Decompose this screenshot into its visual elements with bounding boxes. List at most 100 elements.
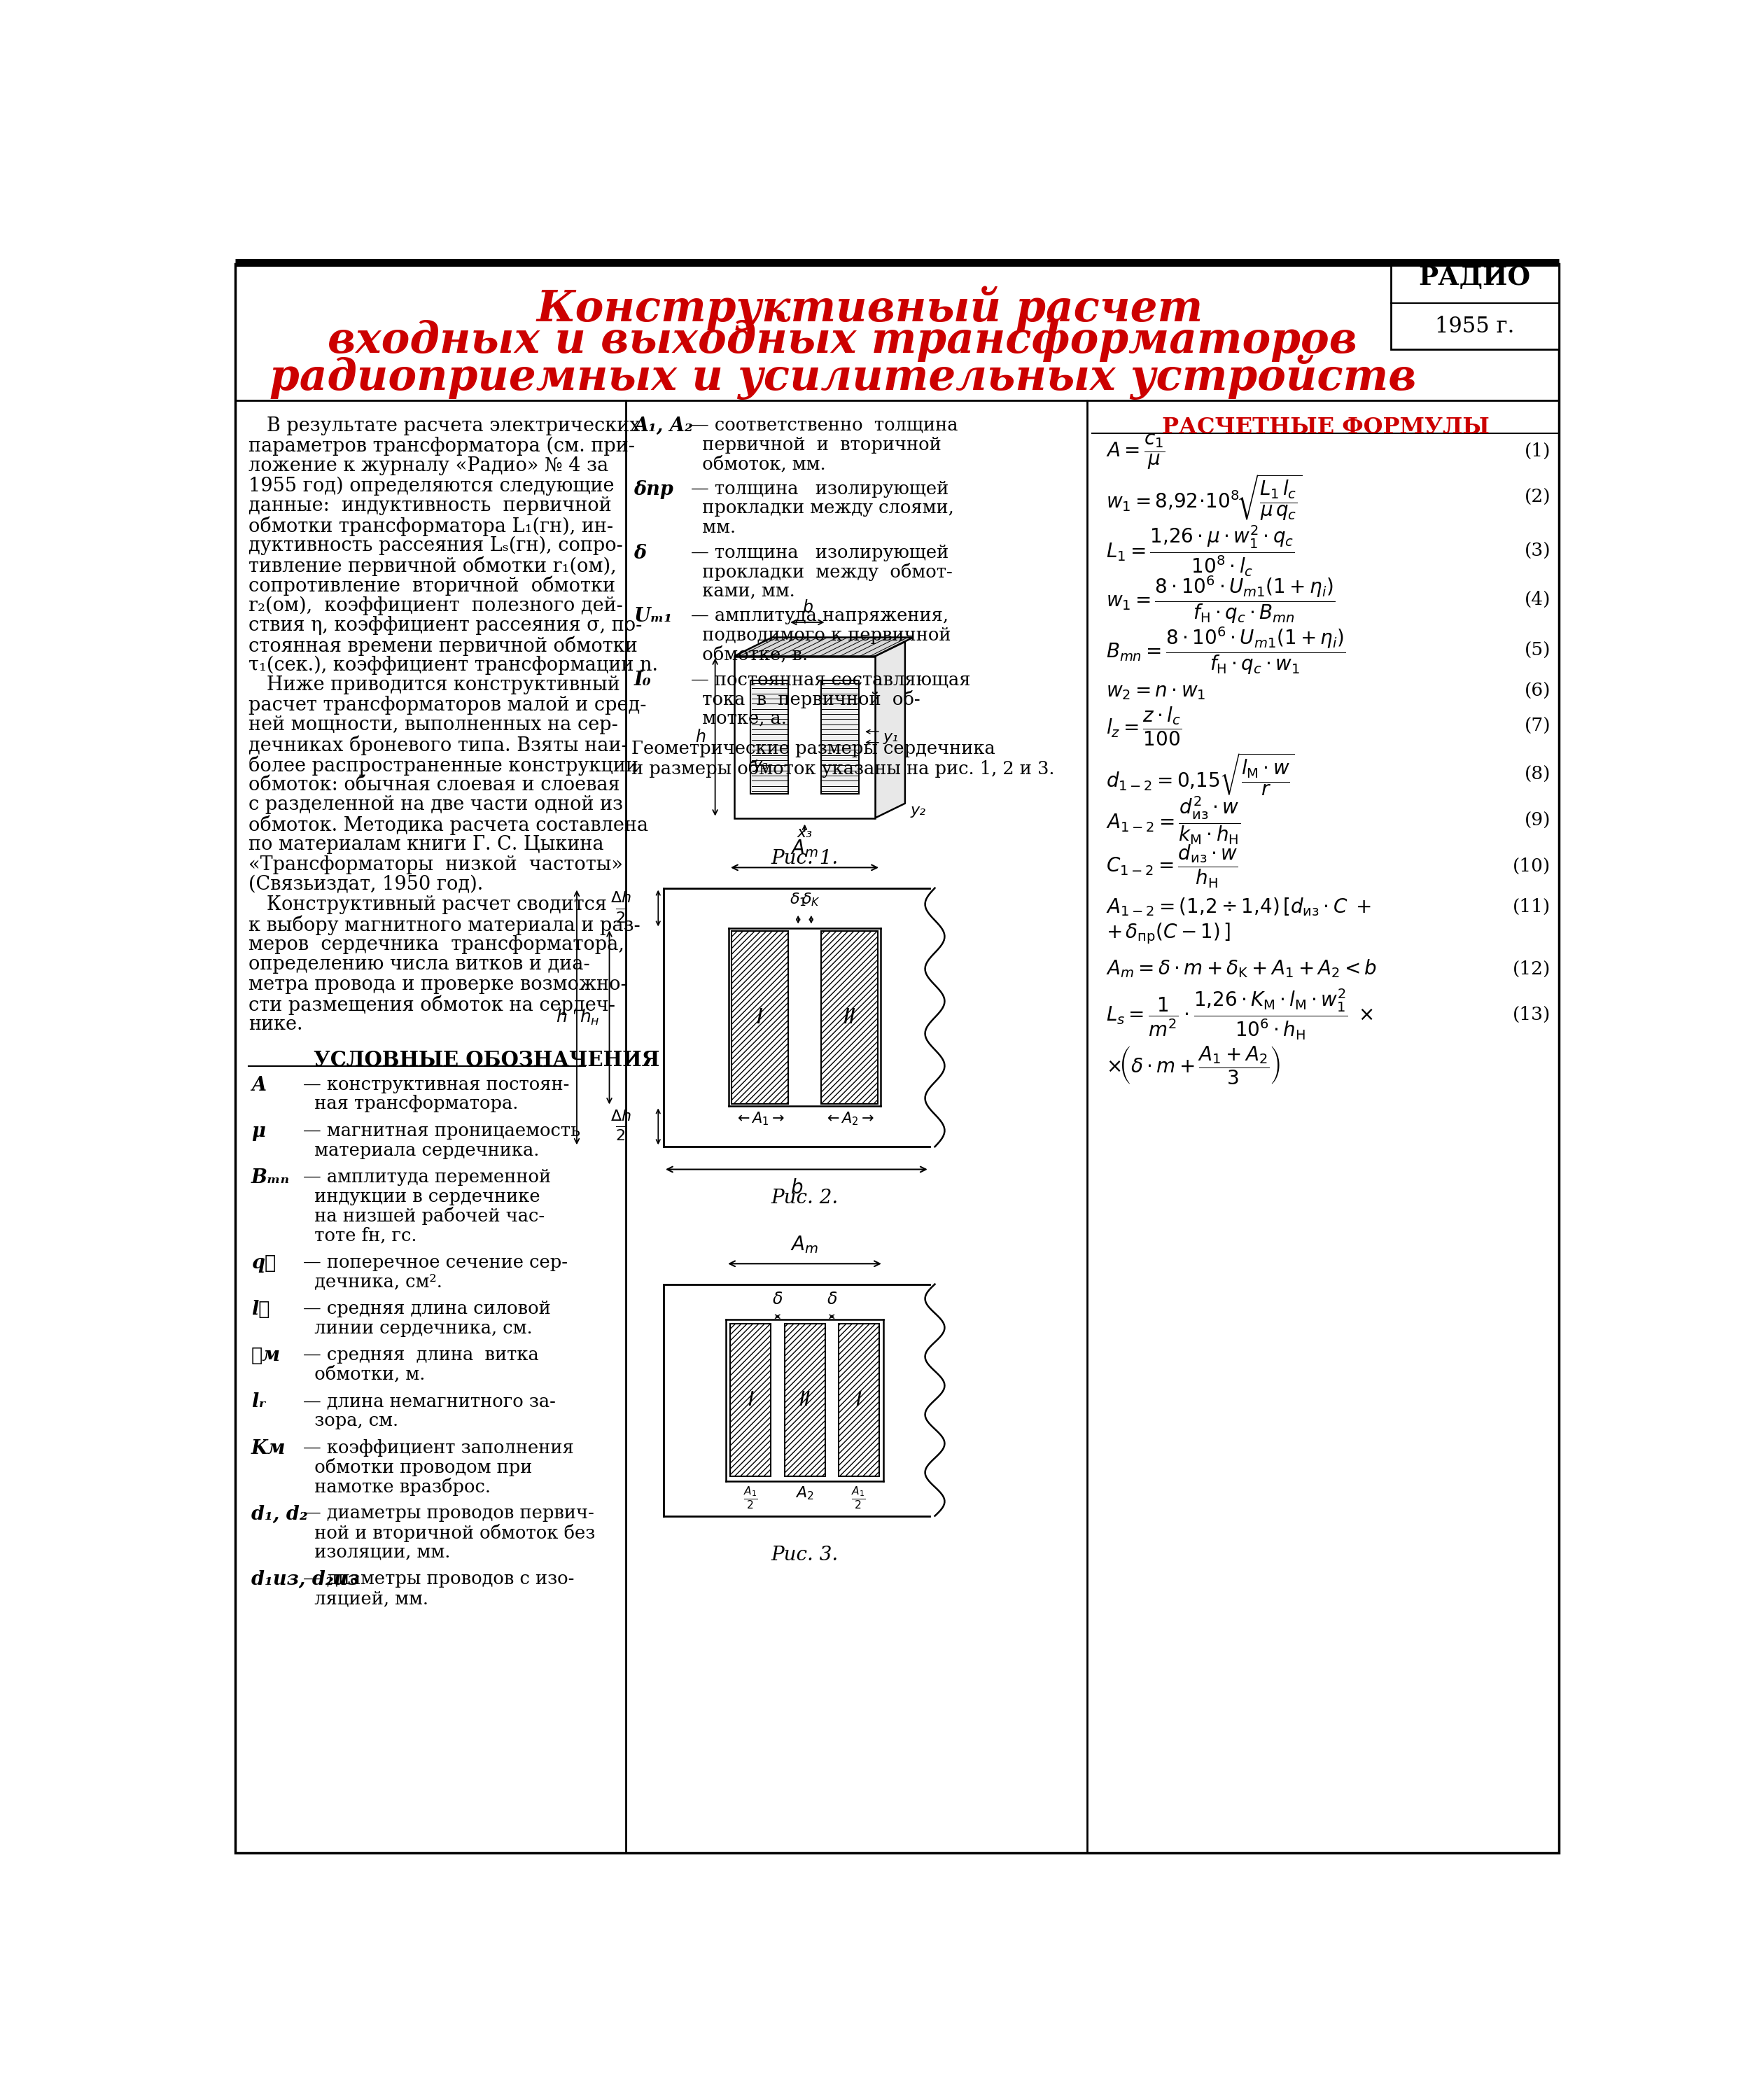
- Text: по материалам книги Г. С. Цыкина: по материалам книги Г. С. Цыкина: [248, 836, 604, 855]
- Bar: [1391, 265, 1559, 349]
- Text: $\leftarrow A_2 \rightarrow$: $\leftarrow A_2 \rightarrow$: [824, 1111, 875, 1128]
- Text: более распространенные конструкции: более распространенные конструкции: [248, 756, 639, 775]
- Text: (13): (13): [1512, 1006, 1550, 1023]
- Text: $\leftarrow A_1 \rightarrow$: $\leftarrow A_1 \rightarrow$: [735, 1111, 786, 1128]
- Text: тока  в  первичной  об-: тока в первичной об-: [691, 691, 920, 708]
- Text: d₁из, d₂из: d₁из, d₂из: [252, 1571, 360, 1590]
- Text: Конструктивный расчет сводится: Конструктивный расчет сводится: [248, 895, 607, 913]
- Text: расчет трансформаторов малой и сред-: расчет трансформаторов малой и сред-: [248, 695, 646, 714]
- Text: $B_{mn} = \dfrac{8\cdot10^6\cdot U_{m1}(1+\eta_i)}{f_{\rm H}\cdot q_c\cdot w_1}$: $B_{mn} = \dfrac{8\cdot10^6\cdot U_{m1}(…: [1106, 626, 1346, 676]
- Text: Kм: Kм: [252, 1438, 285, 1457]
- Text: тоте fн, гс.: тоте fн, гс.: [303, 1226, 416, 1243]
- Text: зора, см.: зора, см.: [303, 1411, 399, 1430]
- Text: y₃: y₃: [752, 758, 768, 773]
- Text: I: I: [856, 1390, 861, 1409]
- Text: $A_{1-2} = (1{,}2\div1{,}4)\,[d_{\rm из}\cdot C\;+$: $A_{1-2} = (1{,}2\div1{,}4)\,[d_{\rm из}…: [1106, 897, 1370, 918]
- Text: Рис. 3.: Рис. 3.: [772, 1546, 838, 1564]
- Bar: [735, 655, 875, 819]
- Text: определению числа витков и диа-: определению числа витков и диа-: [248, 955, 590, 974]
- Text: $\Delta h$
$\overline{2}$: $\Delta h$ $\overline{2}$: [611, 890, 632, 926]
- Text: ℓм: ℓм: [252, 1346, 280, 1365]
- Text: $d_{1-2} = 0{,}15\sqrt{\dfrac{l_{\rm M}\cdot w}{r}}$: $d_{1-2} = 0{,}15\sqrt{\dfrac{l_{\rm M}\…: [1106, 752, 1295, 798]
- Text: II: II: [844, 1008, 856, 1027]
- Text: — магнитная проницаемость: — магнитная проницаемость: [303, 1121, 581, 1140]
- Text: $A_m$: $A_m$: [791, 838, 819, 859]
- Text: ложение к журналу «Радио» № 4 за: ложение к журналу «Радио» № 4 за: [248, 456, 609, 475]
- Text: параметров трансформатора (см. при-: параметров трансформатора (см. при-: [248, 437, 635, 456]
- Text: $A_m$: $A_m$: [791, 1235, 819, 1256]
- Text: (3): (3): [1524, 542, 1550, 561]
- Text: индукции в сердечнике: индукции в сердечнике: [303, 1189, 539, 1205]
- Text: ная трансформатора.: ная трансформатора.: [303, 1094, 518, 1113]
- Text: (7): (7): [1524, 718, 1550, 735]
- Text: РАСЧЕТНЫЕ ФОРМУЛЫ: РАСЧЕТНЫЕ ФОРМУЛЫ: [1162, 416, 1489, 439]
- Text: δ: δ: [634, 544, 646, 563]
- Text: $\delta$: $\delta$: [772, 1292, 782, 1308]
- Text: Bₘₙ: Bₘₙ: [252, 1168, 290, 1186]
- Text: ствия η, коэффициент рассеяния σ, по-: ствия η, коэффициент рассеяния σ, по-: [248, 615, 642, 634]
- Text: $A = \dfrac{c_1}{\mu}$: $A = \dfrac{c_1}{\mu}$: [1106, 433, 1166, 470]
- Text: на низшей рабочей час-: на низшей рабочей час-: [303, 1207, 544, 1224]
- Text: мотке, а.: мотке, а.: [691, 710, 786, 727]
- Text: lⲟ: lⲟ: [252, 1300, 270, 1319]
- Text: обмотки, м.: обмотки, м.: [303, 1365, 425, 1384]
- Text: $A_2$: $A_2$: [794, 1485, 814, 1502]
- Text: $b$: $b$: [789, 1178, 803, 1197]
- Text: — толщина   изолирующей: — толщина изолирующей: [691, 481, 948, 498]
- Text: b: b: [802, 598, 812, 615]
- Text: (8): (8): [1524, 766, 1550, 783]
- Polygon shape: [875, 643, 905, 819]
- Text: ляцией, мм.: ляцией, мм.: [303, 1590, 429, 1606]
- Text: II: II: [800, 1390, 810, 1409]
- Text: $A_{1-2} = \dfrac{d_{\rm из}^2\cdot w}{k_{\rm M}\cdot h_{\rm H}}$: $A_{1-2} = \dfrac{d_{\rm из}^2\cdot w}{k…: [1106, 796, 1241, 846]
- Text: УСЛОВНЫЕ ОБОЗНАЧЕНИЯ: УСЛОВНЫЕ ОБОЗНАЧЕНИЯ: [313, 1050, 660, 1071]
- Text: (12): (12): [1512, 960, 1550, 979]
- Text: обмотки трансформатора L₁(гн), ин-: обмотки трансформатора L₁(гн), ин-: [248, 517, 614, 536]
- Text: — толщина   изолирующей: — толщина изолирующей: [691, 544, 948, 561]
- Text: — амплитуда переменной: — амплитуда переменной: [303, 1168, 551, 1186]
- Text: ной и вторичной обмоток без: ной и вторичной обмоток без: [303, 1525, 595, 1541]
- Text: Ниже приводится конструктивный: Ниже приводится конструктивный: [248, 676, 620, 695]
- Text: $\times\!\left(\delta\cdot m + \dfrac{A_1+A_2}{3}\right)$: $\times\!\left(\delta\cdot m + \dfrac{A_…: [1106, 1046, 1281, 1086]
- Text: 1955 год) определяются следующие: 1955 год) определяются следующие: [248, 477, 614, 496]
- Text: радиоприемных и усилительных устройств: радиоприемных и усилительных устройств: [270, 355, 1416, 399]
- Text: x₃: x₃: [796, 825, 812, 840]
- Text: $\Delta h$
$\overline{2}$: $\Delta h$ $\overline{2}$: [611, 1109, 632, 1144]
- Text: $L_1 = \dfrac{1{,}26\cdot\mu\cdot w_1^2\cdot q_c}{10^8\cdot l_c}$: $L_1 = \dfrac{1{,}26\cdot\mu\cdot w_1^2\…: [1106, 525, 1295, 578]
- Bar: [821, 680, 859, 794]
- Text: «Трансформаторы  низкой  частоты»: «Трансформаторы низкой частоты»: [248, 855, 623, 874]
- Bar: [821, 930, 878, 1105]
- Text: d₁, d₂: d₁, d₂: [252, 1504, 308, 1522]
- Text: (1): (1): [1524, 443, 1550, 460]
- Text: — средняя  длина  витка: — средняя длина витка: [303, 1346, 539, 1363]
- Bar: [784, 1323, 826, 1476]
- Text: $C_{1-2} = \dfrac{d_{\rm из}\cdot w}{h_{\rm H}}$: $C_{1-2} = \dfrac{d_{\rm из}\cdot w}{h_{…: [1106, 844, 1237, 890]
- Text: тивление первичной обмотки r₁(ом),: тивление первичной обмотки r₁(ом),: [248, 556, 616, 575]
- Text: y₂: y₂: [910, 804, 926, 817]
- Text: I: I: [747, 1390, 752, 1409]
- Text: — диаметры проводов первич-: — диаметры проводов первич-: [303, 1504, 593, 1522]
- Text: 1955 г.: 1955 г.: [1435, 315, 1514, 338]
- Text: — поперечное сечение сер-: — поперечное сечение сер-: [303, 1254, 567, 1270]
- Text: $\delta$: $\delta$: [826, 1292, 836, 1308]
- Text: к выбору магнитного материала и раз-: к выбору магнитного материала и раз-: [248, 916, 640, 934]
- Text: входных и выходных трансформаторов: входных и выходных трансформаторов: [327, 319, 1358, 361]
- Text: прокладки  между  обмот-: прокладки между обмот-: [691, 563, 952, 582]
- Text: намотке вразброс.: намотке вразброс.: [303, 1478, 490, 1495]
- Text: τ₁(сек.), коэффициент трансформации n.: τ₁(сек.), коэффициент трансформации n.: [248, 655, 658, 674]
- Text: обмотке, в.: обмотке, в.: [691, 647, 808, 664]
- Text: h: h: [695, 729, 705, 746]
- Text: — средняя длина силовой: — средняя длина силовой: [303, 1300, 551, 1317]
- Text: ками, мм.: ками, мм.: [691, 582, 794, 601]
- Text: (4): (4): [1524, 590, 1550, 609]
- Text: $\delta_1$: $\delta_1$: [789, 890, 807, 907]
- Text: — амплитуда напряжения,: — амплитуда напряжения,: [691, 607, 948, 624]
- Text: (10): (10): [1512, 857, 1550, 876]
- Text: (9): (9): [1524, 813, 1550, 830]
- Text: lᵣ: lᵣ: [252, 1392, 266, 1411]
- Text: — коэффициент заполнения: — коэффициент заполнения: [303, 1438, 574, 1457]
- Text: $\frac{A_1}{2}$: $\frac{A_1}{2}$: [744, 1485, 758, 1512]
- Text: прокладки между слоями,: прокладки между слоями,: [691, 500, 954, 517]
- Text: (Связьиздат, 1950 год).: (Связьиздат, 1950 год).: [248, 876, 483, 895]
- Text: обмотки проводом при: обмотки проводом при: [303, 1457, 532, 1476]
